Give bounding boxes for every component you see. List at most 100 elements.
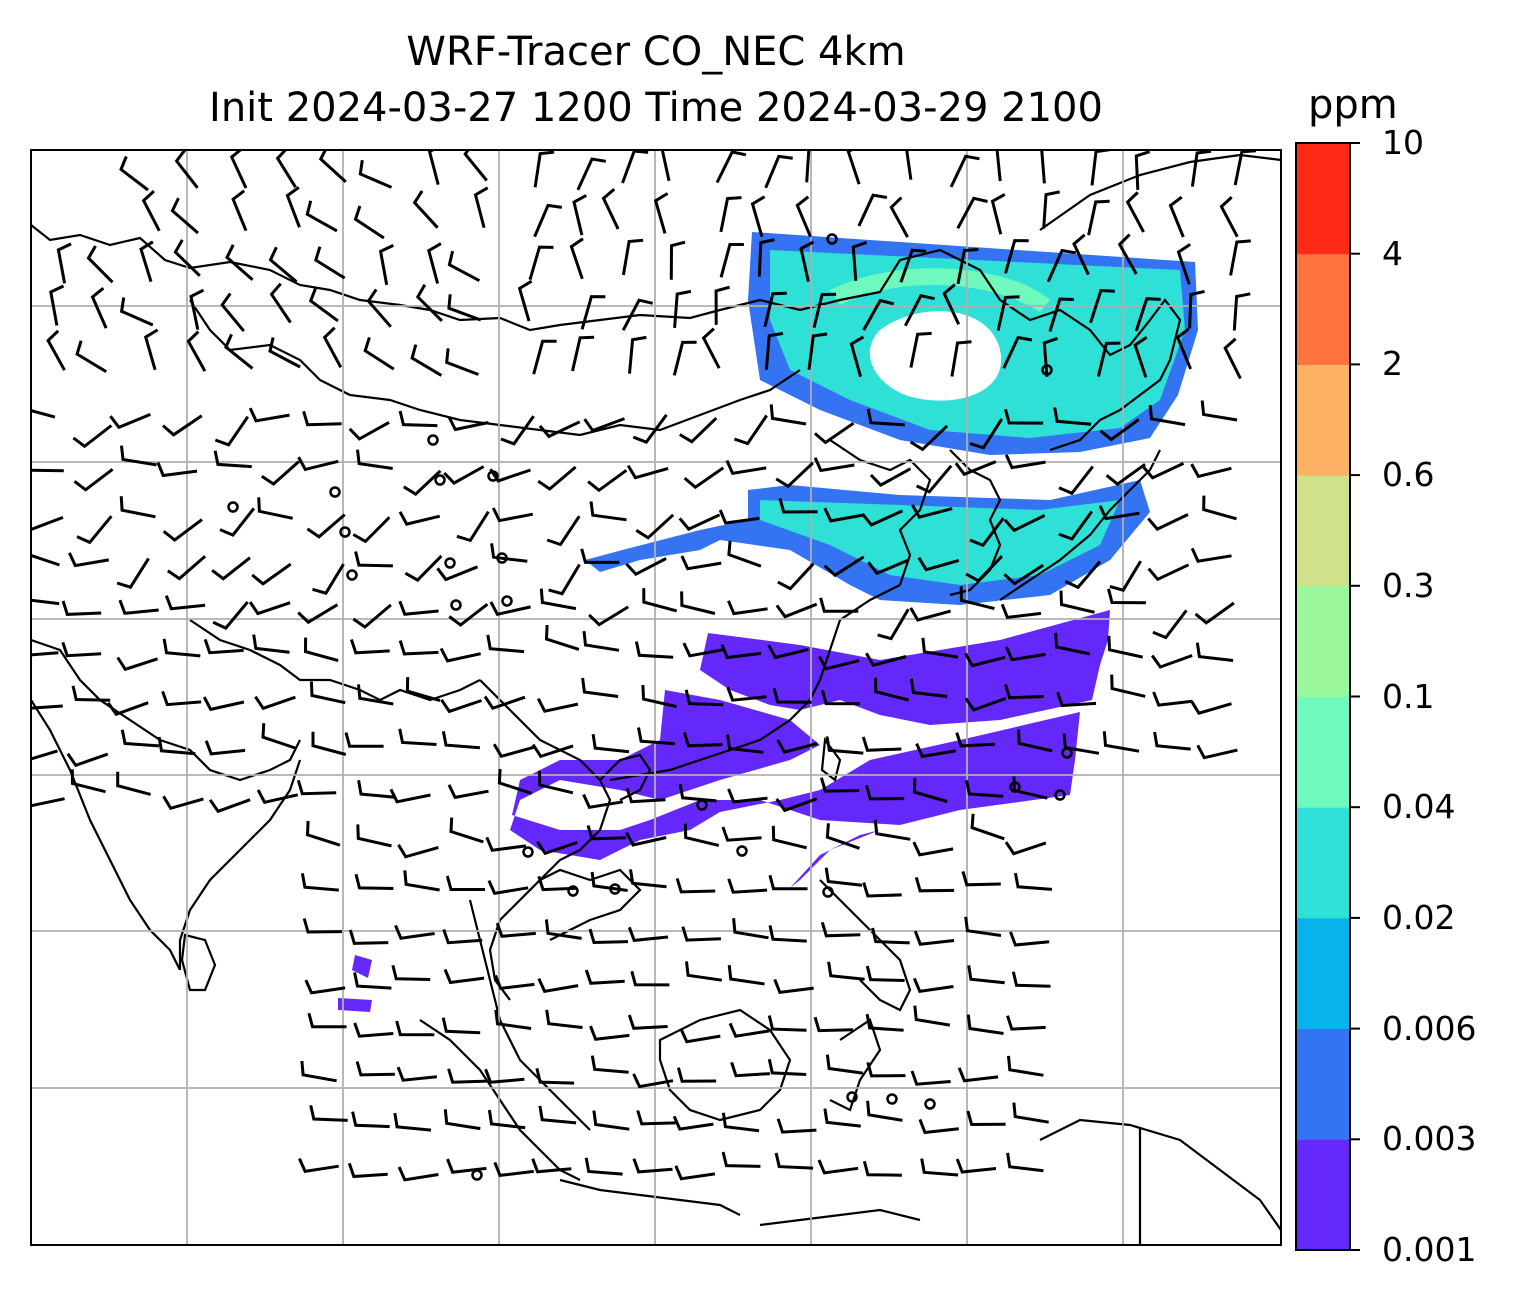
calm-wind-marker [444, 557, 456, 569]
colorbar-tick-label: 0.02 [1382, 897, 1456, 937]
wind-barb [672, 340, 697, 376]
wind-barb [447, 1068, 487, 1084]
wind-barb [819, 597, 859, 613]
wind-barb [757, 238, 775, 277]
wind-barb [1153, 731, 1191, 751]
coastline-java [559, 1178, 741, 1216]
coastline-india-east [178, 759, 302, 970]
wind-barb [1229, 239, 1251, 276]
wind-barb [913, 1005, 951, 1027]
wind-barb [156, 461, 198, 478]
wind-barb [821, 689, 861, 706]
wind-barb [824, 867, 863, 887]
wind-barb [427, 150, 440, 185]
map-frame [30, 149, 1282, 1246]
calm-wind-marker [427, 434, 439, 446]
wind-barb [874, 677, 910, 702]
wind-barb [1003, 514, 1046, 533]
wind-barb [306, 513, 346, 539]
coastline-malay [468, 899, 591, 1131]
wind-barb [1058, 465, 1094, 496]
wind-barb [1152, 609, 1188, 640]
wind-barb [869, 467, 912, 487]
wind-barb [955, 732, 996, 748]
wind-barb [964, 696, 1007, 712]
wind-barb [714, 285, 730, 325]
wind-barb [261, 723, 296, 750]
plume-northeast-eye [869, 311, 1002, 401]
wind-barb [823, 507, 865, 523]
wind-barb [436, 565, 479, 582]
wind-barb [208, 798, 251, 814]
wind-barb [862, 882, 902, 898]
wind-barb [905, 150, 913, 180]
wind-barb [31, 651, 59, 657]
wind-barb [776, 739, 818, 754]
wind-barb [799, 240, 815, 283]
wind-barb [162, 518, 203, 542]
wind-barb [412, 190, 439, 229]
wind-barb [404, 554, 443, 582]
wind-barb [296, 779, 337, 796]
colorbar-tick-label: 0.04 [1382, 787, 1456, 827]
wind-barb [823, 1108, 861, 1128]
wind-barb [851, 240, 867, 282]
wind-barb [173, 239, 201, 277]
wind-barb [721, 826, 762, 842]
wind-barb [68, 552, 110, 568]
wind-barb [1195, 642, 1234, 662]
wind-barb [877, 608, 910, 641]
wind-barb [164, 595, 206, 611]
wind-barb [348, 929, 389, 945]
wind-barb [297, 603, 339, 625]
wind-barb [1064, 560, 1102, 590]
wind-barb [865, 965, 905, 982]
coastline-china-east [609, 584, 901, 782]
wind-barb [322, 326, 343, 369]
wind-barb [213, 450, 252, 469]
wind-barb [344, 732, 384, 748]
coastline-taiwan [820, 737, 842, 782]
wind-barb [487, 879, 529, 895]
wind-barb [410, 344, 443, 377]
colorbar-segment [1296, 1139, 1350, 1251]
wind-barb [1042, 190, 1060, 229]
wind-barb [726, 686, 767, 702]
wind-barb [353, 972, 392, 990]
wind-barb [532, 339, 557, 375]
wind-barb [537, 977, 579, 993]
wind-barb [348, 421, 390, 441]
wind-barb [1194, 601, 1235, 625]
wind-barb [116, 557, 150, 589]
wind-barb [719, 243, 744, 278]
wind-barb [49, 284, 65, 326]
wind-barb [1098, 505, 1140, 521]
wind-barb [463, 150, 488, 182]
plume-east-china-sea [700, 610, 1110, 725]
wind-barb [956, 196, 988, 230]
wind-barb [682, 642, 724, 658]
wind-barb [318, 150, 347, 184]
wind-barb [889, 196, 909, 238]
wind-barb [1012, 1102, 1049, 1124]
wind-barb [1188, 289, 1205, 329]
wind-barb [701, 327, 721, 369]
wind-barb [825, 823, 860, 850]
colorbar-segment [1296, 364, 1350, 476]
wind-barb [775, 461, 814, 489]
wind-barb [867, 558, 909, 576]
colorbar-segment [1296, 143, 1350, 255]
wind-barb [866, 1062, 906, 1078]
wind-barb [921, 637, 959, 659]
wind-barb [544, 919, 582, 940]
wind-barb [1190, 150, 1212, 187]
wind-barb [536, 840, 578, 856]
wind-barb [493, 1161, 534, 1178]
wind-barb [443, 968, 485, 985]
wind-barb [256, 789, 299, 805]
wind-barb [1147, 513, 1189, 531]
wind-barb [601, 188, 620, 230]
wind-barb [733, 414, 768, 446]
wind-barb [636, 1110, 676, 1126]
wind-barb [447, 250, 481, 283]
